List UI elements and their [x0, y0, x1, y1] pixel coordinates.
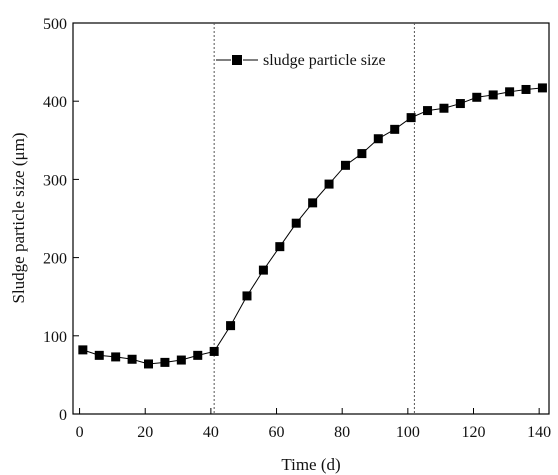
x-tick-label: 100: [396, 424, 420, 441]
data-point: [390, 124, 400, 134]
x-tick-label: 40: [203, 424, 219, 441]
data-point: [94, 350, 104, 360]
data-point: [439, 103, 449, 113]
x-tick-label: 60: [269, 424, 285, 441]
series-layer: [78, 83, 547, 369]
data-point: [521, 84, 531, 94]
data-point: [275, 242, 285, 252]
data-point: [127, 354, 137, 364]
data-point: [160, 357, 170, 367]
series-line: [82, 87, 543, 365]
data-point: [488, 90, 498, 100]
x-tick-label: 140: [527, 424, 551, 441]
legend-marker: [232, 55, 242, 65]
data-point: [111, 352, 121, 362]
data-point: [472, 92, 482, 102]
data-point: [423, 106, 433, 116]
x-tick-label: 20: [137, 424, 153, 441]
x-tick-label: 80: [334, 424, 350, 441]
y-tick-label: 500: [43, 16, 67, 33]
data-point: [242, 291, 252, 301]
legend: sludge particle size: [216, 52, 386, 69]
y-axis-ticks: 0 100 200 300 400 500: [43, 16, 79, 424]
y-tick-label: 200: [43, 251, 67, 268]
data-point: [455, 99, 465, 109]
x-tick-label: 0: [76, 424, 84, 441]
y-tick-label: 100: [43, 329, 67, 346]
data-point: [291, 218, 301, 228]
data-point: [373, 134, 383, 144]
data-point: [193, 350, 203, 360]
data-point: [226, 321, 236, 331]
data-point: [406, 113, 416, 123]
data-point: [78, 345, 88, 355]
x-axis-title: Time (d): [281, 455, 340, 474]
x-axis-ticks: 0 20 40 60 80 100 120 140: [76, 408, 551, 441]
data-point: [324, 179, 334, 189]
data-point: [308, 198, 318, 208]
data-point: [258, 265, 268, 275]
legend-label: sludge particle size: [263, 52, 386, 69]
data-point: [357, 149, 367, 159]
reference-lines: [213, 23, 415, 414]
data-point: [144, 359, 154, 369]
x-tick-label: 120: [461, 424, 485, 441]
data-point: [340, 160, 350, 170]
y-tick-label: 400: [43, 94, 67, 111]
data-point: [209, 346, 219, 356]
y-tick-label: 0: [59, 407, 67, 424]
y-axis-title: Sludge particle size (μm): [9, 132, 28, 303]
data-point: [176, 355, 186, 365]
data-point: [537, 83, 547, 93]
y-tick-label: 300: [43, 172, 67, 189]
plot-frame: [72, 22, 550, 415]
data-point: [505, 87, 515, 97]
